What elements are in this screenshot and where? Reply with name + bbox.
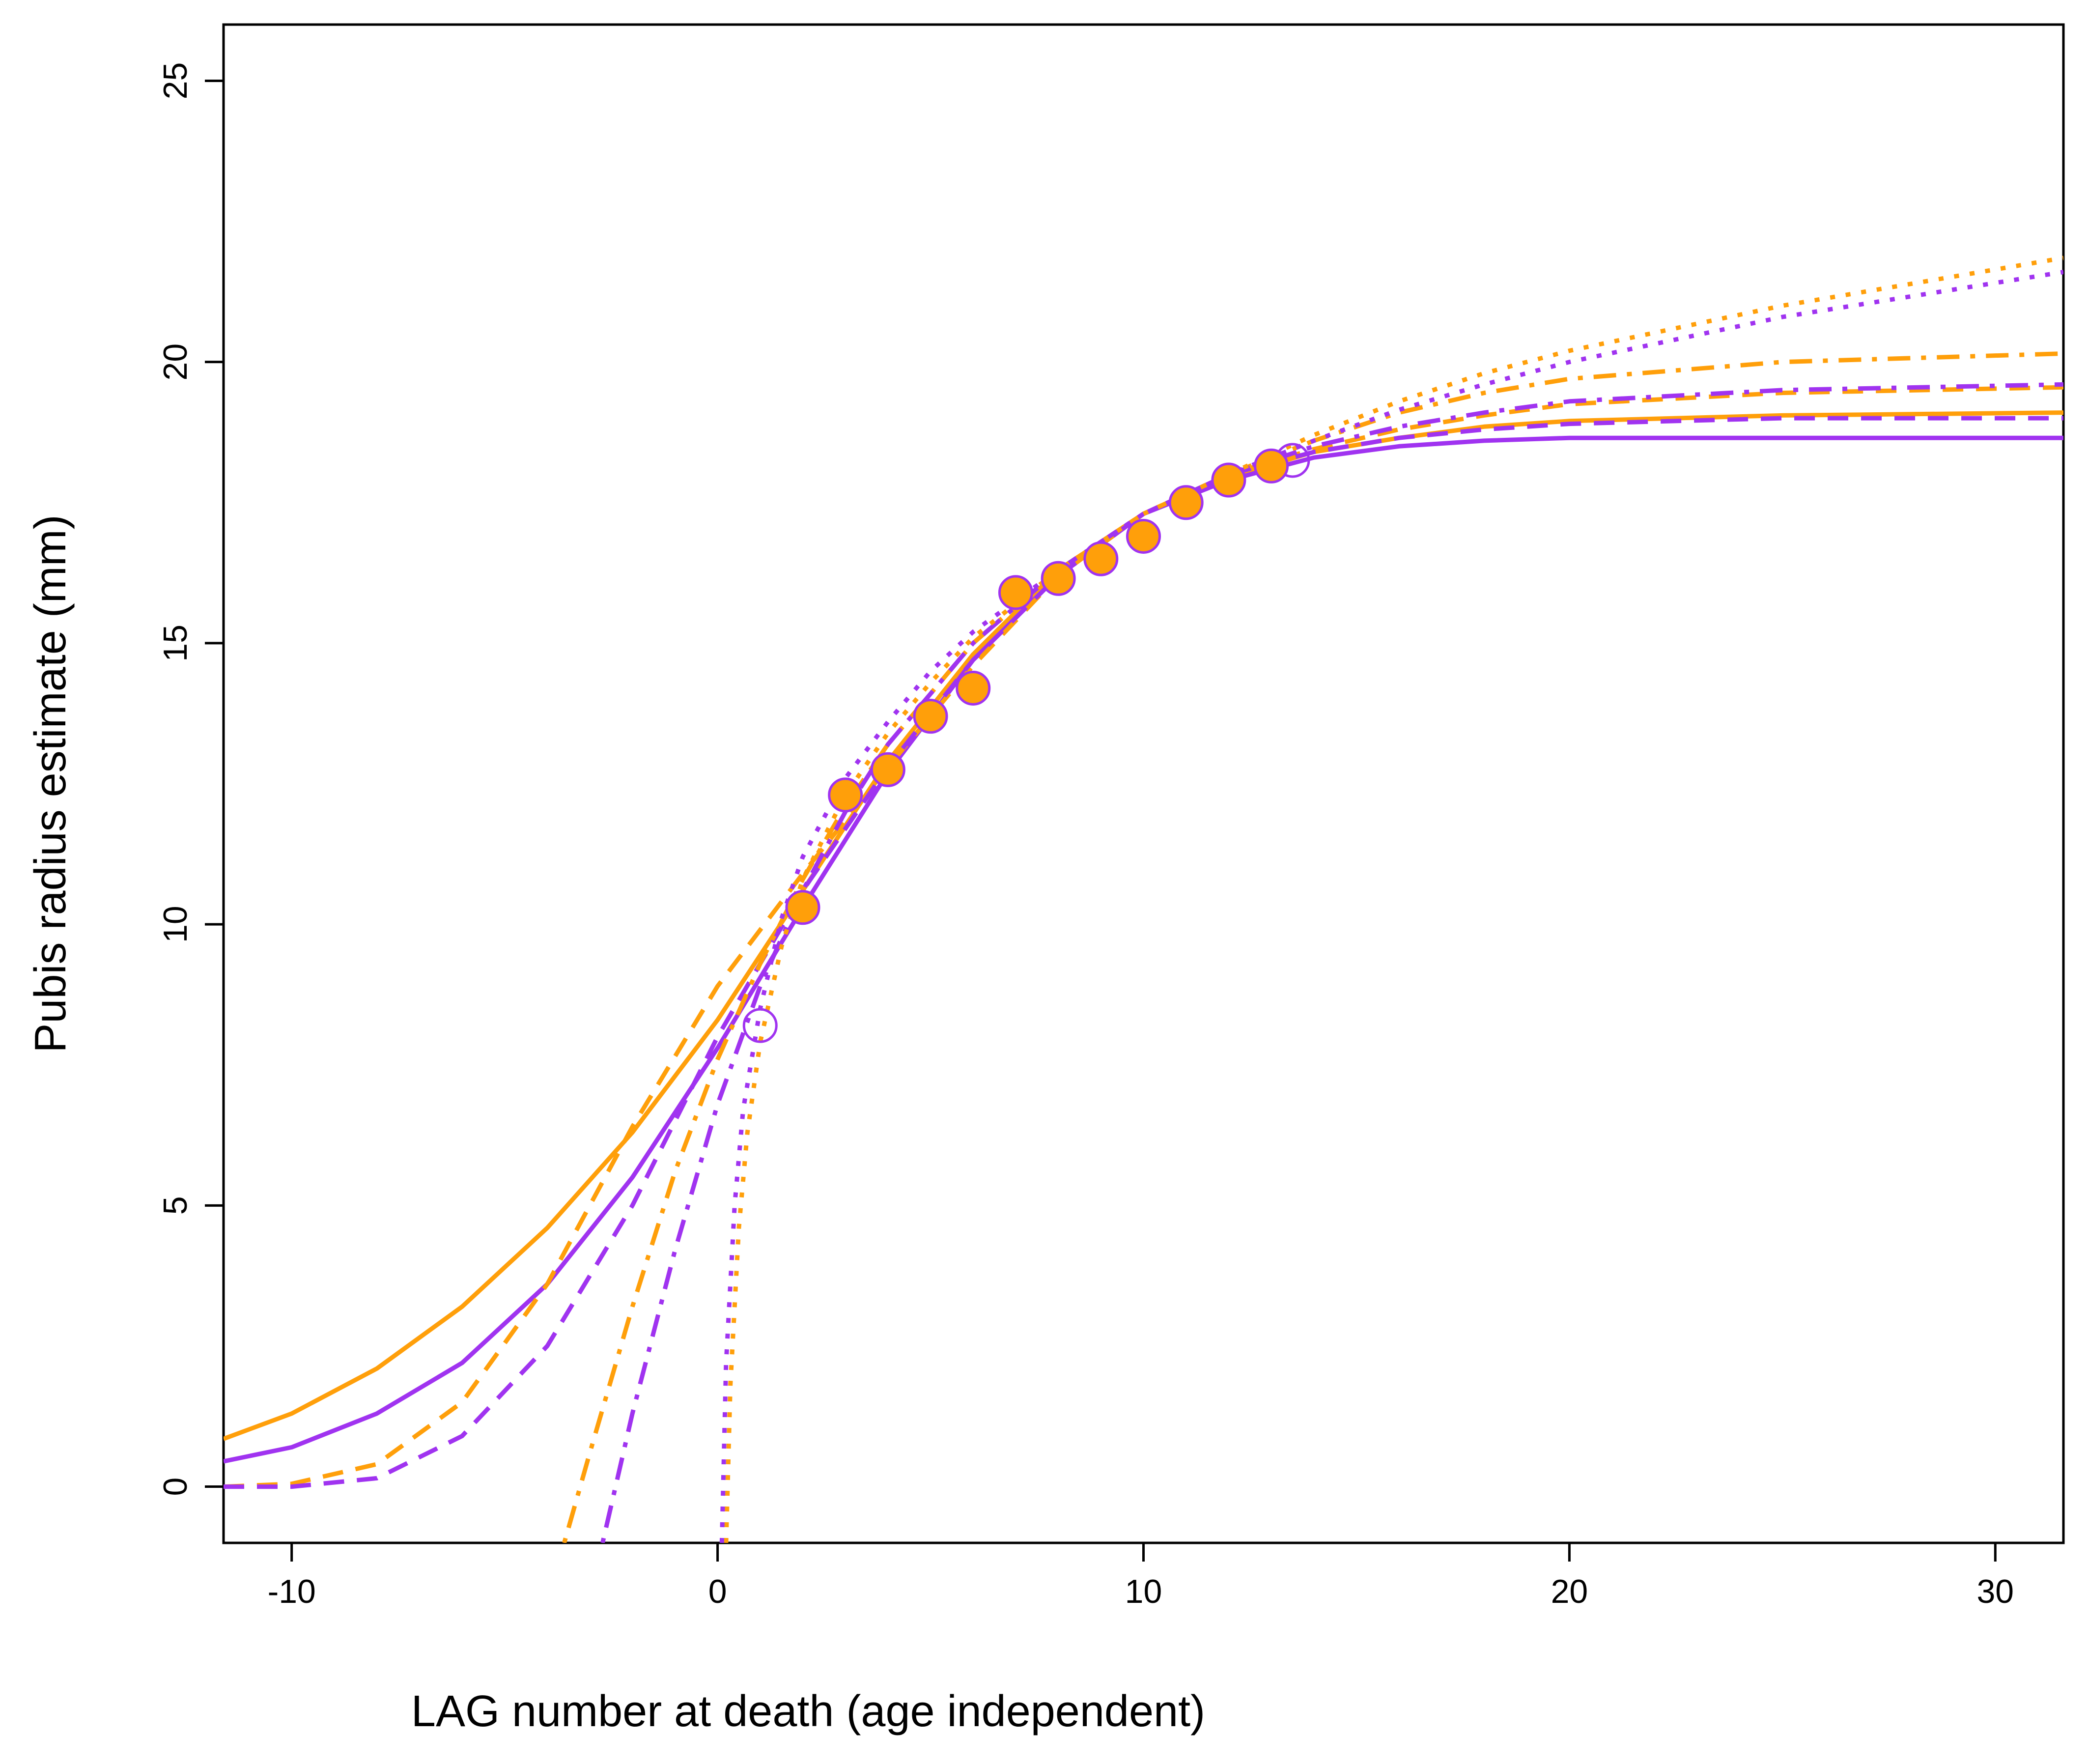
series-line-orange-dotdash xyxy=(562,351,2063,1543)
x-axis: -10 0 10 20 30 xyxy=(268,1543,2014,1610)
observed-point xyxy=(1041,561,1076,596)
series-line-purple-solid xyxy=(224,435,2063,1464)
observed-point xyxy=(1254,448,1289,484)
y-axis-title: Pubis radius estimate (mm) xyxy=(26,514,75,1053)
observed-point xyxy=(956,670,991,706)
series-line-orange-dotted xyxy=(724,256,2063,1543)
y-tick-label: 15 xyxy=(157,625,194,662)
x-tick-label: 10 xyxy=(1125,1573,1162,1610)
y-axis: 0 5 10 15 20 25 xyxy=(157,62,224,1496)
y-tick-label: 20 xyxy=(157,343,194,381)
x-tick-label: 20 xyxy=(1551,1573,1588,1610)
x-tick-label: 0 xyxy=(708,1573,727,1610)
points-layer xyxy=(742,443,1310,1043)
observed-point xyxy=(1083,541,1119,576)
series-line-purple-dotdash xyxy=(600,382,2063,1543)
y-tick-label: 10 xyxy=(157,906,194,943)
plot-frame xyxy=(222,23,2065,1544)
observed-point xyxy=(785,890,820,925)
observed-point xyxy=(1168,485,1204,520)
y-tick-label: 5 xyxy=(157,1196,194,1215)
series-line-purple-dashed xyxy=(224,416,2063,1489)
observed-point xyxy=(1126,518,1161,554)
series-line-orange-dashed xyxy=(224,385,2063,1489)
y-tick-label: 0 xyxy=(157,1478,194,1496)
observed-point xyxy=(1211,462,1246,498)
x-tick-label: -10 xyxy=(268,1573,316,1610)
series-line-orange-solid xyxy=(224,410,2063,1441)
series-layer xyxy=(224,256,2063,1543)
observed-point xyxy=(828,777,863,813)
x-tick-label: 30 xyxy=(1976,1573,2014,1610)
x-axis-title: LAG number at death (age independent) xyxy=(411,1687,1205,1736)
estimated-point xyxy=(742,1008,778,1043)
observed-point xyxy=(913,699,948,734)
y-tick-label: 25 xyxy=(157,62,194,100)
observed-point xyxy=(998,575,1033,610)
series-line-purple-dotted xyxy=(719,270,2063,1543)
observed-point xyxy=(870,752,905,787)
